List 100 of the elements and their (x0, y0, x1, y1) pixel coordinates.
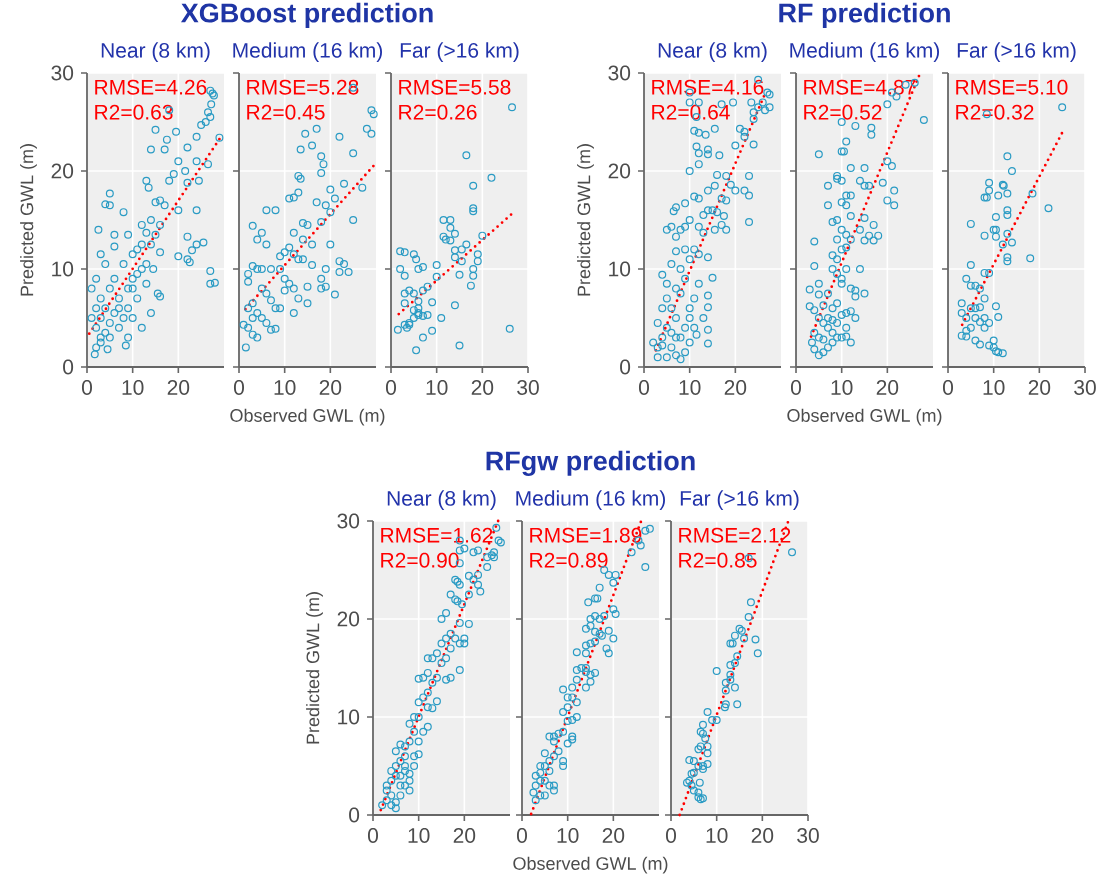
chart-title: XGBoost prediction (181, 2, 433, 28)
point (721, 686, 730, 695)
y-tick-label: 20 (608, 163, 631, 179)
x-tick-label: 20 (724, 380, 747, 395)
annotation: RMSE=5.58 (399, 79, 511, 95)
x-tick-label: 0 (81, 380, 93, 395)
point (708, 715, 717, 724)
annotation: RMSE=4.26 (95, 79, 207, 95)
point (712, 666, 721, 675)
x-tick-label: 10 (983, 380, 1005, 395)
point (703, 749, 712, 758)
x-axis-title: Observed GWL (m) (230, 408, 385, 426)
x-tick-label: 30 (517, 380, 539, 395)
y-tick-label: 30 (51, 65, 74, 81)
x-axis-title: Observed GWL (m) (787, 408, 942, 426)
point (694, 761, 703, 770)
point (694, 745, 703, 754)
chart-subtitle: Near (8 km) (387, 490, 496, 510)
point (703, 760, 712, 769)
point (788, 548, 797, 557)
point (733, 700, 742, 709)
x-tick-label: 0 (942, 380, 954, 395)
point (703, 708, 712, 717)
point (694, 788, 703, 797)
y-tick-label: 20 (51, 163, 74, 179)
chart-subtitle: Far (>16 km) (400, 42, 519, 62)
point (726, 675, 735, 684)
chart-subtitle: Medium (16 km) (233, 42, 382, 62)
point (695, 778, 704, 787)
y-tick-label: 30 (337, 513, 360, 529)
x-tick-label: 10 (679, 380, 701, 395)
point (696, 742, 705, 751)
chart-title: RF prediction (779, 2, 950, 28)
point (698, 764, 707, 773)
y-tick-label: 10 (609, 261, 631, 277)
y-tick-label: 0 (63, 359, 74, 375)
y-axis-title: Predicted GWL (m) (577, 144, 594, 296)
x-tick-label: 20 (751, 828, 774, 843)
x-tick-label: 30 (1074, 380, 1096, 395)
point (712, 715, 721, 724)
point (733, 652, 742, 661)
x-tick-label: 10 (426, 380, 448, 395)
point (689, 786, 698, 795)
point (753, 649, 762, 658)
y-tick-label: 0 (349, 807, 360, 823)
point (701, 734, 710, 743)
point (746, 598, 755, 607)
point (730, 659, 739, 668)
x-tick-label: 20 (319, 380, 342, 395)
chart-title: RFgw prediction (486, 450, 695, 476)
x-tick-label: 10 (122, 380, 144, 395)
x-tick-label: 0 (367, 828, 379, 843)
x-tick-label: 0 (638, 380, 650, 395)
annotation: R2=0.85 (679, 552, 757, 568)
chart-subtitle: Near (8 km) (101, 42, 210, 62)
point (744, 613, 753, 622)
annotation: RMSE=4.16 (652, 79, 764, 95)
point (703, 742, 712, 751)
point (721, 678, 730, 687)
point (685, 756, 694, 765)
annotation: R2=0.45 (247, 104, 325, 120)
annotation: R2=0.89 (530, 552, 608, 568)
chart-subtitle: Near (8 km) (658, 42, 767, 62)
chart-subtitle: Medium (16 km) (516, 490, 666, 510)
y-axis-title: Predicted GWL (m) (20, 144, 37, 296)
point (687, 781, 696, 790)
x-tick-label: 20 (1028, 380, 1051, 395)
annotation: R2=0.32 (956, 104, 1034, 120)
x-tick-label: 20 (876, 380, 899, 395)
x-tick-label: 10 (408, 828, 430, 843)
annotation: R2=0.63 (95, 104, 173, 120)
point (726, 661, 735, 670)
x-tick-label: 20 (167, 380, 190, 395)
point (685, 776, 694, 785)
x-tick-label: 0 (516, 828, 528, 843)
y-tick-label: 10 (338, 709, 360, 725)
x-tick-label: 0 (233, 380, 245, 395)
point (682, 778, 691, 787)
chart-subtitle: Far (>16 km) (680, 490, 799, 510)
annotation: R2=0.26 (399, 104, 477, 120)
y-axis-title: Predicted GWL (m) (306, 592, 323, 744)
y-tick-label: 0 (620, 359, 631, 375)
x-tick-label: 10 (831, 380, 853, 395)
annotation: RMSE=1.89 (530, 527, 642, 543)
chart-subtitle: Far (>16 km) (957, 42, 1076, 62)
y-tick-label: 30 (608, 65, 631, 81)
x-tick-label: 0 (385, 380, 397, 395)
x-tick-label: 0 (665, 828, 677, 843)
annotation: R2=0.64 (652, 104, 730, 120)
point (721, 700, 730, 709)
x-tick-label: 10 (706, 828, 728, 843)
point (698, 720, 707, 729)
x-tick-label: 20 (471, 380, 494, 395)
x-tick-label: 30 (797, 828, 819, 843)
chart-subtitle: Medium (16 km) (790, 42, 940, 62)
x-tick-label: 0 (790, 380, 802, 395)
annotation: R2=0.52 (804, 104, 882, 120)
y-tick-label: 10 (52, 261, 74, 277)
x-tick-label: 10 (274, 380, 296, 395)
annotation: RMSE=5.10 (956, 79, 1068, 95)
